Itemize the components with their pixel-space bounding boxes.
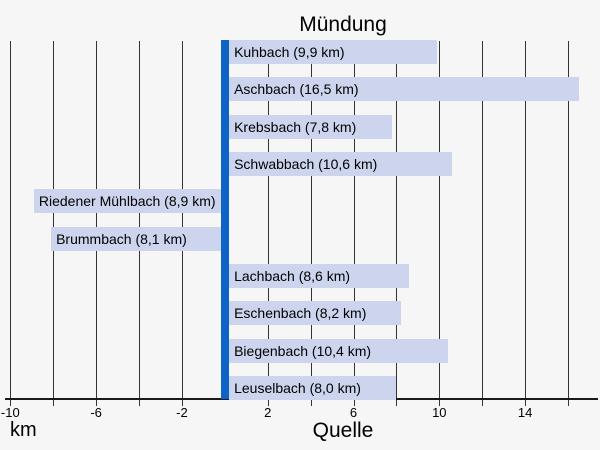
gridline-6km <box>353 41 355 406</box>
chart-title-quelle: Quelle <box>312 419 374 442</box>
bar-krebsbach: Krebsbach (7,8 km) <box>229 114 393 139</box>
gridline--8km <box>53 41 55 406</box>
tick-label-10km: 10 <box>432 405 447 420</box>
bar-eschenbach: Eschenbach (8,2 km) <box>229 301 401 326</box>
bar-label: Riedener Mühlbach (8,9 km) <box>38 193 216 210</box>
bar-leuselbach: Leuselbach (8,0 km) <box>229 376 397 401</box>
bar-label: Biegenbach (10,4 km) <box>234 342 372 359</box>
tick-label--2km: -2 <box>176 405 188 420</box>
bar-label: Brummbach (8,1 km) <box>56 230 187 247</box>
bar-label: Aschbach (16,5 km) <box>234 81 359 98</box>
gridline--6km <box>96 41 98 406</box>
bar-label: Leuselbach (8,0 km) <box>234 380 361 397</box>
tick-label-2km: 2 <box>264 405 272 420</box>
bar-label: Eschenbach (8,2 km) <box>234 305 367 322</box>
gridline--4km <box>139 41 140 406</box>
bar-label: Kuhbach (9,9 km) <box>234 44 345 60</box>
bar-label: Krebsbach (7,8 km) <box>234 118 357 135</box>
zero-axis-center-bar <box>220 40 230 399</box>
gridline-8km <box>396 41 398 406</box>
bar-aschbach: Aschbach (16,5 km) <box>229 77 579 102</box>
chart-title-muendung: Mündung <box>299 13 387 36</box>
bar-lachbach: Lachbach (8,6 km) <box>229 264 410 289</box>
bar-biegenbach: Biegenbach (10,4 km) <box>229 338 448 363</box>
tick-label--10km: -10 <box>0 405 20 420</box>
bar-label: Schwabbach (10,6 km) <box>234 156 378 173</box>
bar-schwabbach: Schwabbach (10,6 km) <box>229 152 453 177</box>
gridline-12km <box>482 41 484 406</box>
bar-riedener-m-hlbach: Riedener Mühlbach (8,9 km) <box>33 189 221 214</box>
bar-brummbach: Brummbach (8,1 km) <box>51 226 221 251</box>
gridline-10km <box>439 41 441 406</box>
gridline-2km <box>267 41 269 406</box>
bar-label: Lachbach (8,6 km) <box>234 268 351 285</box>
gridline-16km <box>568 41 569 406</box>
axis-unit-label: km <box>10 419 37 441</box>
gridline-4km <box>310 41 312 406</box>
gridline--2km <box>181 41 183 406</box>
gridline--10km <box>10 41 12 406</box>
tick-label-14km: 14 <box>517 405 533 420</box>
tick-label-6km: 6 <box>349 405 358 420</box>
gridline-14km <box>525 41 527 406</box>
bar-kuhbach: Kuhbach (9,9 km) <box>229 40 438 64</box>
tick-label--6km: -6 <box>90 405 102 420</box>
